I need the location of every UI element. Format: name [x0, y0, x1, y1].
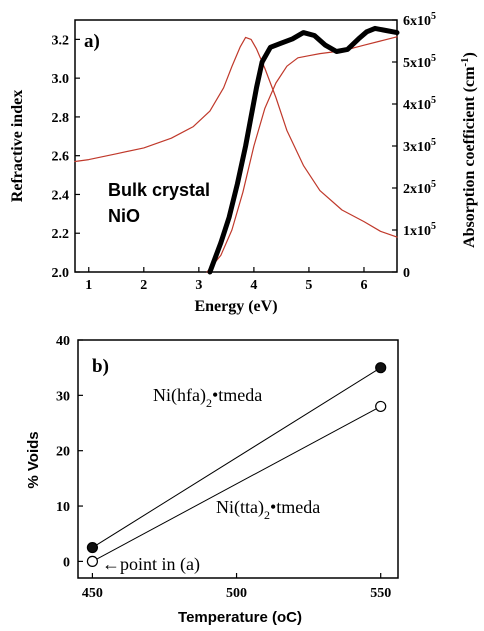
- annotation-line-1: Bulk crystal: [108, 180, 210, 200]
- y-axis-ticks-b: 0 10 20 30 40: [56, 334, 83, 570]
- y-right-tick-label: 1x105: [403, 221, 436, 239]
- y-right-tick-label: 0: [403, 266, 410, 281]
- series-a: [74, 25, 400, 275]
- x-axis-label-b: Temperature (oC): [178, 609, 302, 626]
- y-right-tick-exp: 5: [431, 137, 436, 148]
- y-axis-ticks-a: 2.0 2.2 2.4 2.6 2.8 3.0 3.2: [52, 33, 80, 281]
- y-right-tick-label: 2x105: [403, 179, 436, 197]
- panel-label-b: b): [92, 356, 109, 377]
- y-axis-label-a: Refractive index: [9, 90, 26, 202]
- panel-label-a: a): [84, 31, 100, 52]
- y-tick-label: 40: [56, 334, 70, 349]
- data-point-filled: [375, 362, 387, 374]
- y-right-tick-exp: 5: [431, 11, 436, 22]
- y-axis-label-b: % Voids: [25, 431, 42, 488]
- plot-frame-b: [77, 339, 399, 579]
- panel-b: 450 500 550 0 10 20 30 40 b) Ni(hfa)2•tmeda Ni…: [25, 334, 399, 626]
- y-right-tick-base: 5x10: [403, 56, 431, 71]
- y-right-tick-exp: 5: [431, 221, 436, 232]
- y-right-tick-exp: 5: [431, 53, 436, 64]
- x-tick-label: 3: [195, 278, 202, 293]
- y-right-tick-base: 4x10: [403, 98, 431, 113]
- annotation-line-2: NiO: [108, 206, 140, 226]
- series-line-2: [207, 25, 400, 275]
- series-line-1: [92, 405, 381, 562]
- x-tick-label: 1: [85, 278, 92, 293]
- y-tick-label: 10: [56, 500, 70, 515]
- data-point-open: [375, 400, 387, 413]
- x-tick-label: 5: [305, 278, 312, 293]
- y-right-tick-label: 3x105: [403, 137, 436, 155]
- y-tick-label: 3.0: [52, 72, 70, 87]
- y-tick-label: 30: [56, 389, 70, 404]
- x-axis-label-a: Energy (eV): [194, 298, 277, 315]
- y-right-tick-base: 2x10: [403, 182, 431, 197]
- x-axis-ticks-a: 1 2 3 4 5 6: [85, 267, 367, 293]
- y-right-tick-label: 4x105: [403, 95, 436, 113]
- series-line-1: [206, 36, 398, 273]
- y-right-tick-exp: 5: [431, 179, 436, 190]
- x-tick-label: 500: [226, 586, 247, 601]
- x-tick-label: 4: [250, 278, 257, 293]
- series-line-0: [74, 36, 398, 238]
- data-point-open: [86, 555, 99, 567]
- y-tick-label: 0: [63, 555, 70, 570]
- y-tick-label: 2.6: [52, 150, 70, 165]
- y-right-tick-base: 3x10: [403, 140, 431, 155]
- y-right-tick-base: 1x10: [403, 224, 431, 239]
- series-label-tta: Ni(tta)2•tmeda: [216, 497, 320, 522]
- y-tick-label: 2.2: [52, 227, 70, 242]
- y-tick-label: 3.2: [52, 33, 70, 48]
- y-right-tick-label: 5x105: [403, 53, 436, 71]
- y-tick-label: 20: [56, 445, 70, 460]
- x-tick-label: 450: [82, 586, 103, 601]
- y-tick-label: 2.8: [52, 111, 70, 126]
- arrow-annotation: ←point in (a): [102, 554, 200, 575]
- y-tick-label: 2.0: [52, 266, 70, 281]
- y-tick-label: 2.4: [52, 188, 70, 203]
- x-axis-ticks-b: 450 500 550: [82, 573, 391, 601]
- series-b: [86, 362, 387, 567]
- y-right-tick-exp: 5: [431, 95, 436, 106]
- x-tick-label: 6: [360, 278, 367, 293]
- x-tick-label: 2: [140, 278, 147, 293]
- series-line-0: [92, 367, 381, 548]
- y-right-tick-base: 0: [403, 266, 410, 281]
- series-label-hfa: Ni(hfa)2•tmeda: [153, 385, 262, 410]
- y-right-tick-label: 6x105: [403, 11, 436, 29]
- y-right-axis-label-a: Absorption coefficient (cm-1): [459, 52, 478, 248]
- data-point-filled: [86, 541, 99, 554]
- y-right-tick-base: 6x10: [403, 14, 431, 29]
- x-tick-label: 550: [370, 586, 391, 601]
